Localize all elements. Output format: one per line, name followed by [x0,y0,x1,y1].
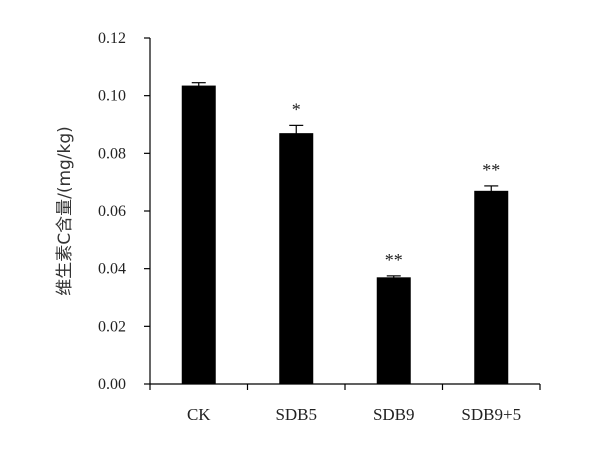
y-tick-label: 0.04 [98,261,126,278]
y-tick-label: 0.02 [98,318,126,335]
significance-label: * [292,99,301,119]
x-category-label: SDB5 [275,405,317,424]
significance-label: ** [482,160,500,180]
y-tick-label: 0.00 [98,376,126,393]
y-tick-label: 0.08 [98,145,126,162]
bar [279,133,314,384]
y-tick-label: 0.12 [98,30,126,47]
bar [474,190,509,384]
y-axis-title: 维生素C含量/(mg/kg) [55,126,75,296]
bars-group [181,82,509,384]
x-category-label: SDB9+5 [461,405,521,424]
y-tick-label: 0.10 [98,88,126,105]
significance-label: ** [385,250,403,270]
bar [181,85,216,384]
x-category-label: CK [187,405,211,424]
y-tick-label: 0.06 [98,203,126,220]
bar [376,277,411,384]
labels-group: 0.00 0.02 0.04 0.06 0.08 0.10 0.12 CK * SDB5 ** SDB… [55,30,521,424]
x-category-label: SDB9 [373,405,415,424]
